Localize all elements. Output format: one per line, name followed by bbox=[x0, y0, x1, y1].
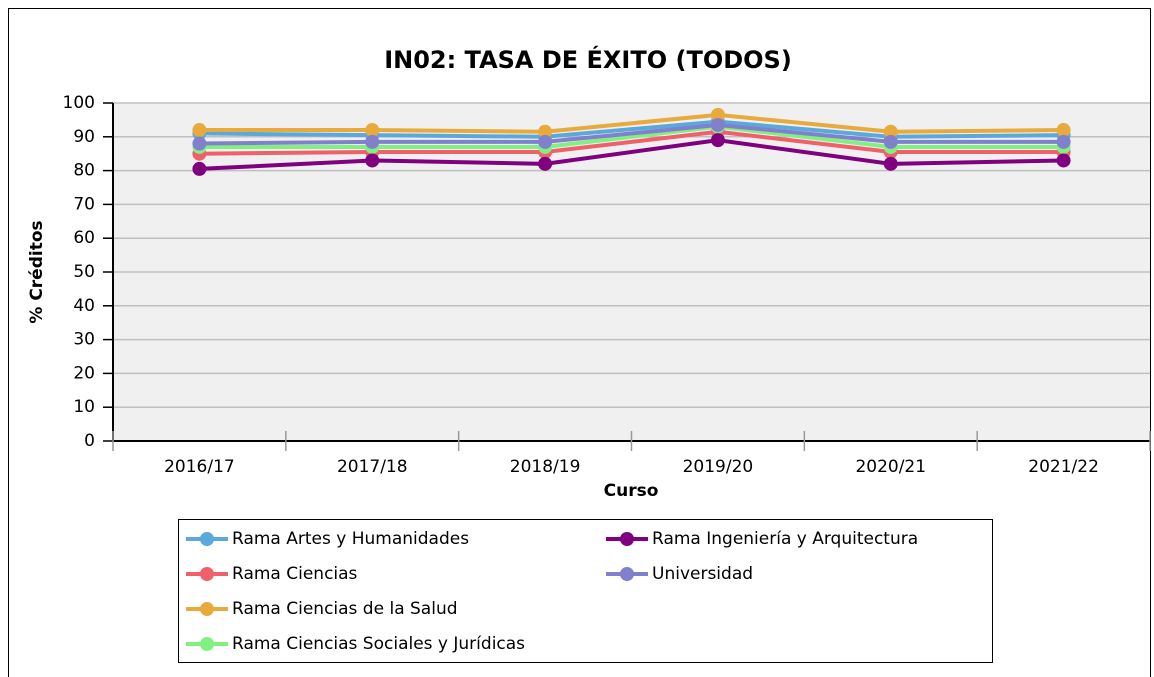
series-line bbox=[199, 129, 1064, 156]
x-tick-label: 2018/19 bbox=[510, 457, 581, 477]
legend bbox=[178, 519, 993, 663]
y-tick-label: 60 bbox=[73, 228, 95, 248]
series-line bbox=[199, 124, 1064, 149]
y-tick-label: 10 bbox=[73, 397, 95, 417]
data-point bbox=[192, 123, 207, 138]
chart-title: IN02: TASA DE ÉXITO (TODOS) bbox=[384, 45, 792, 74]
series-line bbox=[199, 122, 1064, 146]
series-line bbox=[199, 119, 1064, 139]
legend-marker bbox=[620, 532, 634, 546]
x-tick-label: 2021/22 bbox=[1028, 457, 1099, 477]
data-point bbox=[538, 134, 553, 149]
data-point bbox=[883, 124, 898, 139]
series-line bbox=[199, 138, 1064, 171]
series-line bbox=[199, 112, 1064, 134]
legend-marker bbox=[620, 567, 634, 581]
x-tick-label: 2019/20 bbox=[683, 457, 754, 477]
data-point bbox=[365, 123, 380, 138]
data-point bbox=[538, 124, 553, 139]
data-point bbox=[365, 134, 380, 149]
legend-label: Rama Artes y Humanidades bbox=[232, 529, 469, 549]
data-point bbox=[883, 134, 898, 149]
data-point bbox=[365, 153, 380, 168]
legend-marker bbox=[200, 602, 214, 616]
legend-label: Rama Ingeniería y Arquitectura bbox=[652, 529, 918, 549]
y-tick-label: 20 bbox=[73, 363, 95, 383]
y-tick-label: 80 bbox=[73, 161, 95, 181]
y-tick-label: 0 bbox=[84, 431, 95, 451]
legend-label: Rama Ciencias bbox=[232, 564, 358, 584]
y-tick-label: 30 bbox=[73, 330, 95, 350]
x-tick-label: 2017/18 bbox=[337, 457, 408, 477]
legend-label: Rama Ciencias de la Salud bbox=[232, 599, 458, 619]
data-point bbox=[1056, 153, 1071, 168]
y-tick-label: 50 bbox=[73, 262, 95, 282]
y-tick-label: 90 bbox=[73, 127, 95, 147]
data-point bbox=[1056, 134, 1071, 149]
data-point bbox=[883, 156, 898, 171]
data-point bbox=[710, 107, 725, 122]
x-tick-label: 2020/21 bbox=[855, 457, 926, 477]
data-point bbox=[1056, 123, 1071, 138]
legend-label: Universidad bbox=[652, 564, 753, 584]
y-tick-label: 100 bbox=[63, 93, 95, 113]
data-point bbox=[192, 161, 207, 176]
x-tick-label: 2016/17 bbox=[164, 457, 235, 477]
legend-marker bbox=[200, 567, 214, 581]
frame bbox=[8, 8, 1151, 677]
data-point bbox=[538, 156, 553, 171]
data-point bbox=[710, 133, 725, 148]
data-point bbox=[710, 117, 725, 132]
y-tick-label: 70 bbox=[73, 194, 95, 214]
x-axis-label: Curso bbox=[604, 481, 659, 501]
data-point bbox=[192, 136, 207, 151]
y-tick-label: 40 bbox=[73, 296, 95, 316]
legend-label: Rama Ciencias Sociales y Jurídicas bbox=[232, 634, 525, 654]
legend-marker bbox=[200, 532, 214, 546]
y-axis-label: % Créditos bbox=[27, 220, 47, 323]
legend-marker bbox=[200, 637, 214, 651]
